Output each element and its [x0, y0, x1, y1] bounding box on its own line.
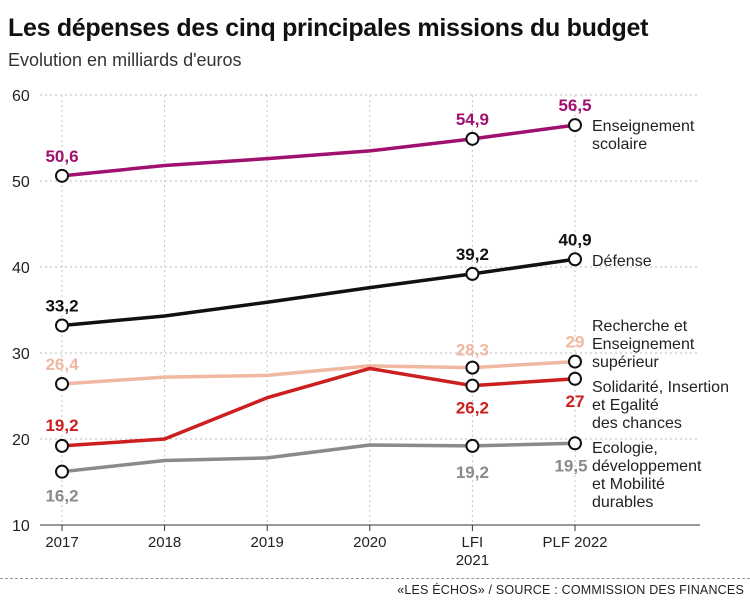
y-tick-label: 30 — [12, 346, 30, 363]
x-tick-label: 2020 — [353, 534, 386, 551]
x-tick-label: 2017 — [45, 534, 78, 551]
data-point-marker — [568, 252, 582, 267]
data-point-marker — [568, 436, 582, 451]
series-line-1 — [60, 257, 577, 328]
data-label: 29 — [566, 333, 585, 352]
data-point-marker — [465, 266, 480, 281]
chart-subtitle: Evolution en milliards d'euros — [8, 50, 242, 70]
data-label: 28,3 — [456, 341, 489, 360]
series-line-2 — [60, 359, 577, 386]
y-tick-label: 20 — [12, 432, 30, 449]
data-point-marker — [465, 438, 480, 453]
data-point-marker — [465, 131, 480, 146]
data-point-marker — [55, 318, 69, 333]
series-legend-label: Ecologie, développement et Mobilité durable… — [592, 440, 702, 511]
data-label: 27 — [566, 392, 585, 411]
y-tick-label: 50 — [12, 174, 30, 191]
data-point-marker — [465, 378, 480, 393]
source-credit: «LES ÉCHOS» / SOURCE : COMMISSION DES FI… — [397, 583, 744, 597]
data-point-marker — [465, 360, 480, 375]
data-label: 19,2 — [456, 463, 489, 482]
chart-title: Les dépenses des cinq principales missio… — [8, 14, 649, 42]
footer-divider — [0, 578, 750, 579]
data-point-marker — [55, 464, 69, 479]
data-point-marker — [55, 376, 69, 391]
data-point-marker — [568, 118, 582, 133]
data-label: 54,9 — [456, 110, 489, 129]
series-line-0 — [60, 123, 577, 178]
data-label: 19,2 — [45, 416, 78, 435]
data-label: 39,2 — [456, 245, 489, 264]
series-legend-label: Recherche et Enseignement supérieur — [592, 318, 695, 371]
data-label: 26,2 — [456, 399, 489, 418]
series-line-4 — [60, 441, 577, 474]
data-point-marker — [568, 354, 582, 369]
series-legend-label: Défense — [592, 253, 652, 270]
series-legend-label: Enseignement scolaire — [592, 118, 695, 153]
x-tick-label: 2019 — [251, 534, 284, 551]
series-line-3 — [60, 366, 577, 448]
line-chart: 10 20 30 40 50 60 2017 2018 2019 2020 LFI 2021 PLF 2… — [12, 88, 729, 569]
data-label: 26,4 — [45, 355, 79, 374]
y-tick-label: 10 — [12, 518, 30, 535]
x-tick-label: LFI 2021 — [456, 534, 489, 569]
x-tick-label: PLF 2022 — [542, 534, 607, 551]
data-point-marker — [568, 371, 582, 386]
data-label: 16,2 — [45, 487, 78, 506]
data-label: 56,5 — [558, 96, 591, 115]
y-tick-label: 60 — [12, 88, 30, 105]
data-label: 40,9 — [558, 230, 591, 249]
data-point-marker — [55, 168, 69, 183]
series-legend-label: Solidarité, Insertion et Egalité des chanc… — [592, 379, 729, 432]
data-label: 50,6 — [45, 147, 78, 166]
data-label: 19,5 — [554, 456, 587, 475]
data-point-marker — [55, 438, 69, 453]
x-tick-label: 2018 — [148, 534, 181, 551]
y-tick-label: 40 — [12, 260, 30, 277]
data-label: 33,2 — [45, 296, 78, 315]
